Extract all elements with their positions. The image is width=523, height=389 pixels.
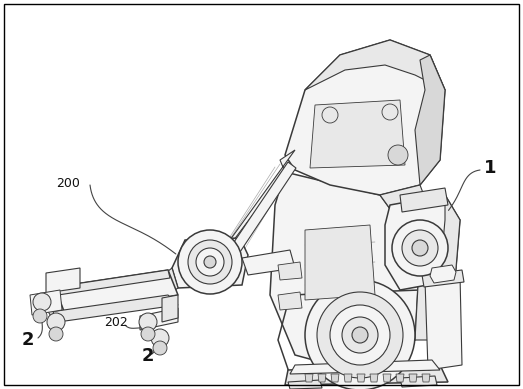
Circle shape — [196, 248, 224, 276]
Polygon shape — [430, 265, 456, 283]
Circle shape — [33, 309, 47, 323]
Polygon shape — [50, 295, 178, 322]
Text: 2: 2 — [22, 331, 34, 349]
Polygon shape — [396, 374, 404, 382]
Circle shape — [139, 313, 157, 331]
Polygon shape — [162, 295, 178, 322]
Polygon shape — [242, 250, 295, 275]
Polygon shape — [357, 374, 365, 382]
Polygon shape — [55, 270, 178, 314]
Polygon shape — [46, 268, 80, 293]
Polygon shape — [415, 55, 445, 185]
Polygon shape — [409, 374, 417, 382]
Circle shape — [342, 317, 378, 353]
Polygon shape — [285, 365, 448, 385]
Circle shape — [204, 256, 216, 268]
Polygon shape — [305, 225, 375, 300]
Text: 2: 2 — [142, 347, 154, 365]
Polygon shape — [425, 275, 462, 370]
Circle shape — [352, 327, 368, 343]
Polygon shape — [318, 374, 326, 382]
Polygon shape — [440, 195, 460, 280]
Polygon shape — [380, 185, 445, 340]
Text: 1: 1 — [484, 159, 496, 177]
Polygon shape — [278, 262, 302, 280]
Circle shape — [153, 341, 167, 355]
Polygon shape — [383, 374, 391, 382]
Circle shape — [49, 327, 63, 341]
Polygon shape — [310, 100, 405, 168]
Polygon shape — [422, 374, 430, 382]
Polygon shape — [370, 374, 378, 382]
Polygon shape — [30, 290, 62, 315]
Polygon shape — [305, 40, 445, 90]
Polygon shape — [331, 374, 339, 382]
Polygon shape — [290, 360, 440, 374]
Circle shape — [382, 104, 398, 120]
Circle shape — [322, 107, 338, 123]
Circle shape — [178, 230, 242, 294]
Polygon shape — [46, 287, 58, 318]
Text: 202: 202 — [104, 317, 128, 329]
Circle shape — [305, 280, 415, 389]
Polygon shape — [285, 40, 445, 195]
Circle shape — [33, 293, 51, 311]
Polygon shape — [385, 195, 460, 290]
Polygon shape — [344, 374, 352, 382]
Polygon shape — [400, 188, 448, 212]
Circle shape — [47, 313, 65, 331]
Circle shape — [141, 327, 155, 341]
Circle shape — [330, 305, 390, 365]
Polygon shape — [138, 268, 178, 308]
Polygon shape — [288, 380, 322, 389]
Polygon shape — [172, 238, 248, 288]
Circle shape — [402, 230, 438, 266]
Polygon shape — [422, 270, 464, 287]
Polygon shape — [270, 172, 420, 370]
Circle shape — [317, 292, 403, 378]
Circle shape — [392, 220, 448, 276]
Polygon shape — [232, 162, 296, 252]
Circle shape — [412, 240, 428, 256]
Polygon shape — [278, 292, 302, 310]
Polygon shape — [400, 376, 437, 387]
Polygon shape — [210, 150, 295, 265]
Circle shape — [188, 240, 232, 284]
Polygon shape — [140, 308, 178, 330]
Polygon shape — [305, 374, 313, 382]
Circle shape — [388, 145, 408, 165]
Text: 200: 200 — [56, 177, 80, 189]
Circle shape — [151, 329, 169, 347]
Polygon shape — [55, 270, 170, 295]
